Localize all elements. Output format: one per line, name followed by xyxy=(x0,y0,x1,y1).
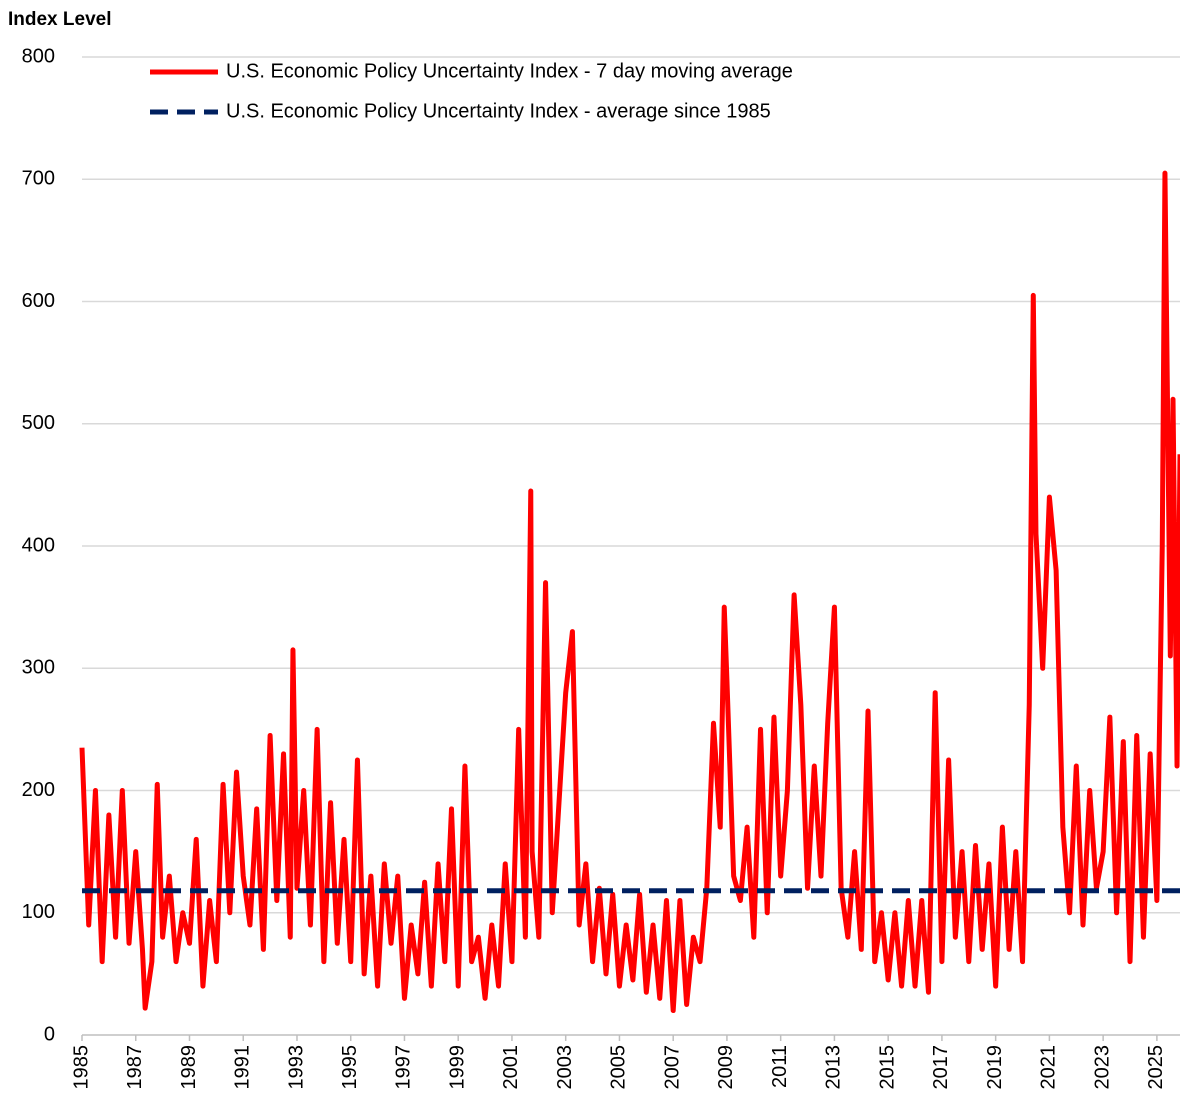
x-tick-label: 2005 xyxy=(608,1045,630,1090)
x-tick-label: 2011 xyxy=(769,1045,791,1088)
series-line xyxy=(79,170,1180,1014)
x-tick-label: 1995 xyxy=(339,1045,361,1090)
y-tick-label: 100 xyxy=(22,901,55,923)
x-tick-label: 1991 xyxy=(232,1045,254,1090)
legend-label: U.S. Economic Policy Uncertainty Index -… xyxy=(226,60,793,82)
y-tick-label: 500 xyxy=(22,412,55,434)
x-tick-label: 2013 xyxy=(823,1045,845,1090)
y-tick-label: 400 xyxy=(22,534,55,556)
x-tick-label: 1997 xyxy=(393,1045,415,1090)
x-tick-label: 1999 xyxy=(446,1045,468,1090)
x-tick-label: 2023 xyxy=(1091,1045,1113,1090)
x-tick-label: 2003 xyxy=(554,1045,576,1090)
x-tick-label: 2025 xyxy=(1145,1045,1167,1090)
x-tick-label: 1989 xyxy=(178,1045,200,1090)
x-tick-label: 1987 xyxy=(124,1045,146,1090)
y-tick-label: 600 xyxy=(22,290,55,312)
y-tick-label: 0 xyxy=(44,1023,55,1045)
y-tick-label: 200 xyxy=(22,779,55,801)
x-tick-label: 1985 xyxy=(70,1045,92,1090)
chart-title: Index Level xyxy=(8,9,112,30)
x-tick-label: 1993 xyxy=(285,1045,307,1090)
y-tick-label: 700 xyxy=(22,168,55,190)
y-tick-label: 800 xyxy=(22,45,55,67)
x-tick-label: 2019 xyxy=(984,1045,1006,1090)
x-tick-label: 2007 xyxy=(661,1045,683,1090)
x-tick-label: 2009 xyxy=(715,1045,737,1090)
legend-label: U.S. Economic Policy Uncertainty Index -… xyxy=(226,100,771,122)
y-tick-label: 300 xyxy=(22,657,55,679)
x-tick-label: 2001 xyxy=(500,1045,522,1090)
x-tick-label: 2017 xyxy=(930,1045,952,1090)
x-tick-label: 2015 xyxy=(876,1045,898,1090)
x-tick-label: 2021 xyxy=(1038,1045,1060,1090)
